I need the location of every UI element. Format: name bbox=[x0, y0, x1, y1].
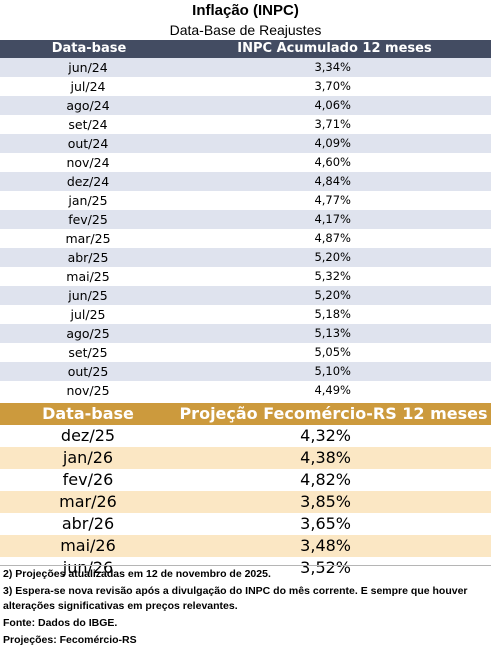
historical-date-cell: dez/24 bbox=[66, 174, 110, 189]
historical-value-cell: 5,18% bbox=[314, 307, 351, 321]
historical-value-cell: 5,32% bbox=[314, 269, 351, 283]
historical-value-cell: 5,10% bbox=[314, 364, 351, 378]
projection-date-cell: dez/25 bbox=[60, 426, 116, 445]
projection-value-cell: 3,65% bbox=[300, 514, 351, 533]
historical-value-cell: 5,20% bbox=[314, 250, 351, 264]
historical-row: jun/25 5,20% bbox=[0, 286, 491, 305]
projection-header-value: Projeção Fecomércio-RS 12 meses bbox=[179, 404, 488, 423]
projection-header-date: Data-base bbox=[42, 404, 134, 423]
historical-row: jan/25 4,77% bbox=[0, 191, 491, 210]
projection-value-cell: 3,52% bbox=[300, 558, 351, 577]
historical-date-cell: jul/25 bbox=[70, 307, 106, 322]
projection-date-cell: fev/26 bbox=[62, 470, 114, 489]
historical-date-cell: mai/25 bbox=[66, 269, 110, 284]
historical-table: Data-base INPC Acumulado 12 meses jun/24… bbox=[0, 40, 491, 400]
historical-row: nov/24 4,60% bbox=[0, 153, 491, 172]
historical-date-cell: ago/24 bbox=[66, 98, 110, 113]
page-subtitle: Data-Base de Reajustes bbox=[169, 22, 322, 38]
projection-date-cell: abr/26 bbox=[61, 514, 115, 533]
historical-header-value: INPC Acumulado 12 meses bbox=[237, 41, 432, 56]
historical-row: abr/25 5,20% bbox=[0, 248, 491, 267]
historical-date-cell: mar/25 bbox=[65, 231, 111, 246]
projection-row: abr/26 3,65% bbox=[0, 513, 491, 535]
historical-row: jun/24 3,34% bbox=[0, 58, 491, 77]
footnote-projections: Projeções: Fecomércio-RS bbox=[3, 634, 137, 646]
footnote-update: 2) Projeções atualizadas em 12 de novemb… bbox=[3, 568, 271, 580]
projection-row: dez/25 4,32% bbox=[0, 425, 491, 447]
historical-value-cell: 5,20% bbox=[314, 288, 351, 302]
historical-value-cell: 4,17% bbox=[314, 212, 351, 226]
historical-date-cell: out/24 bbox=[67, 136, 109, 151]
historical-date-cell: out/25 bbox=[67, 364, 109, 379]
historical-header-date: Data-base bbox=[51, 41, 127, 56]
projection-value-cell: 3,48% bbox=[300, 536, 351, 555]
historical-date-cell: fev/25 bbox=[68, 212, 108, 227]
historical-value-cell: 4,84% bbox=[314, 174, 351, 188]
projection-row: mar/26 3,85% bbox=[0, 491, 491, 513]
historical-date-cell: set/24 bbox=[68, 117, 108, 132]
historical-row: mar/25 4,87% bbox=[0, 229, 491, 248]
historical-row: ago/25 5,13% bbox=[0, 324, 491, 343]
historical-row: jul/24 3,70% bbox=[0, 77, 491, 96]
historical-date-cell: nov/24 bbox=[66, 155, 110, 170]
projection-value-cell: 4,82% bbox=[300, 470, 351, 489]
historical-table-header: Data-base INPC Acumulado 12 meses bbox=[0, 40, 491, 58]
historical-value-cell: 4,77% bbox=[314, 193, 351, 207]
historical-row: jul/25 5,18% bbox=[0, 305, 491, 324]
notes-divider bbox=[0, 565, 491, 566]
historical-row: fev/25 4,17% bbox=[0, 210, 491, 229]
historical-row: set/24 3,71% bbox=[0, 115, 491, 134]
projection-row: jun/26 3,52% bbox=[0, 557, 491, 579]
historical-row: ago/24 4,06% bbox=[0, 96, 491, 115]
historical-date-cell: set/25 bbox=[68, 345, 108, 360]
footnotes: 2) Projeções atualizadas em 12 de novemb… bbox=[3, 565, 489, 648]
projection-table: Data-base Projeção Fecomércio-RS 12 mese… bbox=[0, 403, 491, 579]
historical-row: nov/25 4,49% bbox=[0, 381, 491, 400]
historical-value-cell: 5,05% bbox=[314, 345, 351, 359]
historical-row: dez/24 4,84% bbox=[0, 172, 491, 191]
historical-value-cell: 4,60% bbox=[314, 155, 351, 169]
historical-value-cell: 4,87% bbox=[314, 231, 351, 245]
page-title: Inflação (INPC) bbox=[192, 2, 299, 19]
historical-value-cell: 4,09% bbox=[314, 136, 351, 150]
historical-value-cell: 3,34% bbox=[314, 60, 351, 74]
historical-date-cell: abr/25 bbox=[67, 250, 109, 265]
footnote-source: Fonte: Dados do IBGE. bbox=[3, 617, 118, 629]
historical-date-cell: jun/25 bbox=[68, 288, 108, 303]
historical-row: mai/25 5,32% bbox=[0, 267, 491, 286]
historical-date-cell: nov/25 bbox=[66, 383, 110, 398]
historical-row: out/25 5,10% bbox=[0, 362, 491, 381]
historical-date-cell: jul/24 bbox=[70, 79, 106, 94]
projection-value-cell: 4,38% bbox=[300, 448, 351, 467]
historical-table-body: jun/24 3,34% jul/24 3,70% ago/24 4,06% set/24 3… bbox=[0, 58, 491, 400]
projection-date-cell: jan/26 bbox=[62, 448, 114, 467]
historical-row: out/24 4,09% bbox=[0, 134, 491, 153]
projection-value-cell: 4,32% bbox=[300, 426, 351, 445]
historical-row: set/25 5,05% bbox=[0, 343, 491, 362]
projection-date-cell: mar/26 bbox=[59, 492, 117, 511]
projection-table-header: Data-base Projeção Fecomércio-RS 12 mese… bbox=[0, 403, 491, 425]
projection-row: jan/26 4,38% bbox=[0, 447, 491, 469]
historical-value-cell: 5,13% bbox=[314, 326, 351, 340]
historical-date-cell: jan/25 bbox=[68, 193, 108, 208]
footnote-revision: 3) Espera-se nova revisão após a divulga… bbox=[3, 585, 468, 612]
historical-value-cell: 4,06% bbox=[314, 98, 351, 112]
projection-row: mai/26 3,48% bbox=[0, 535, 491, 557]
projection-table-body: dez/25 4,32% jan/26 4,38% fev/26 4,82% mar/26 3… bbox=[0, 425, 491, 579]
historical-value-cell: 3,71% bbox=[314, 117, 351, 131]
historical-date-cell: jun/24 bbox=[68, 60, 108, 75]
projection-row: fev/26 4,82% bbox=[0, 469, 491, 491]
historical-value-cell: 3,70% bbox=[314, 79, 351, 93]
projection-date-cell: jun/26 bbox=[62, 558, 114, 577]
projection-date-cell: mai/26 bbox=[60, 536, 116, 555]
historical-value-cell: 4,49% bbox=[314, 383, 351, 397]
historical-date-cell: ago/25 bbox=[66, 326, 110, 341]
projection-value-cell: 3,85% bbox=[300, 492, 351, 511]
